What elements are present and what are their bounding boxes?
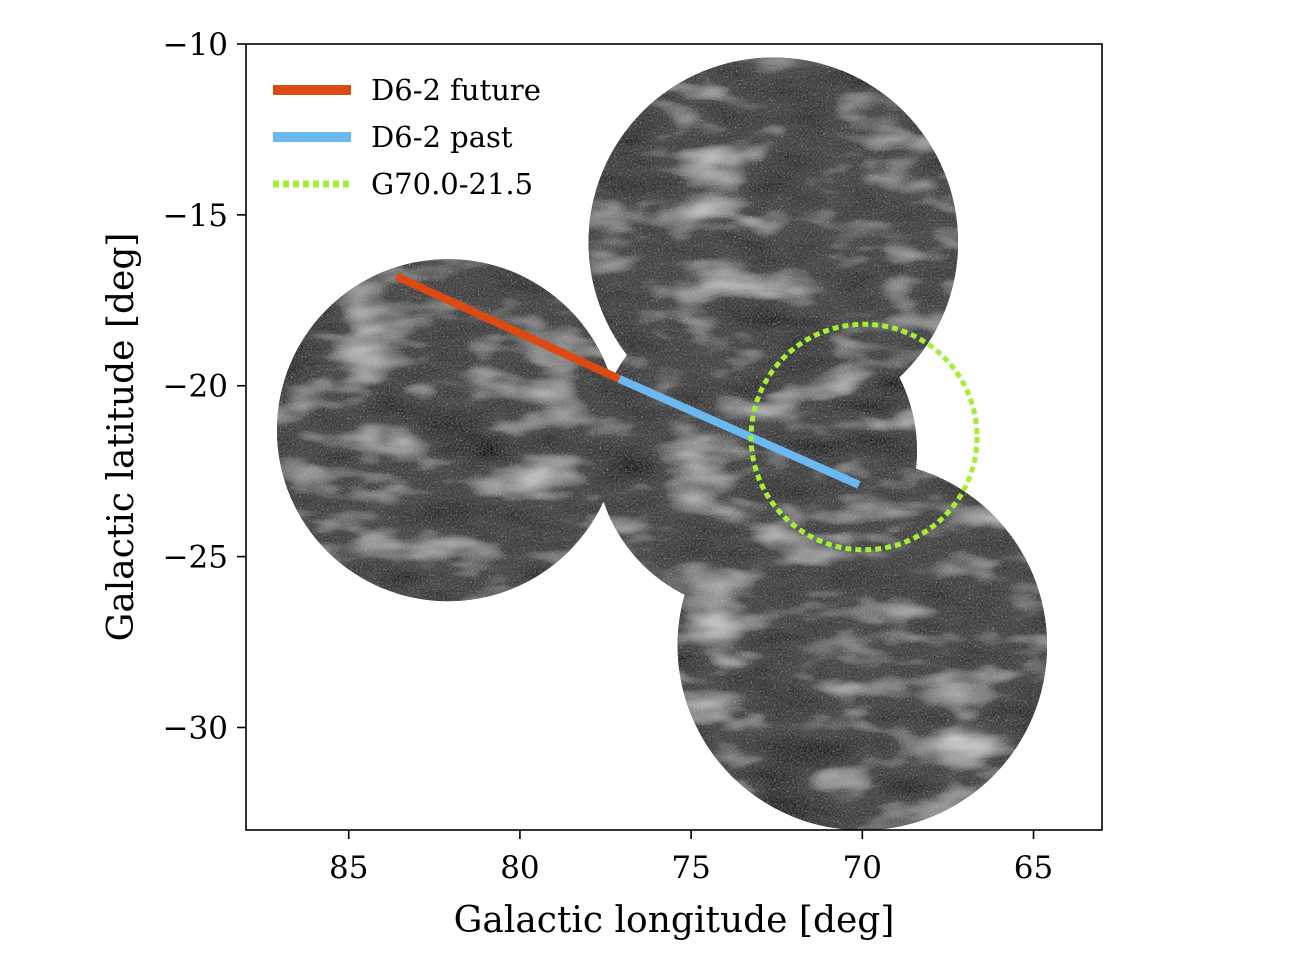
image-field-middle: [595, 289, 917, 612]
x-tick-label: 65: [1014, 850, 1053, 886]
image-field-south: [677, 460, 1048, 830]
series-ellipse-g70: [748, 321, 980, 553]
legend-label: G70.0-21.5: [371, 167, 533, 201]
y-tick-label: −20: [163, 369, 228, 405]
y-tick-label: −10: [163, 27, 228, 63]
x-tick-label: 80: [500, 850, 539, 886]
legend-label: D6-2 future: [371, 73, 541, 107]
image-field-west: [276, 259, 620, 602]
series-layer: [394, 272, 980, 553]
y-tick-label: −15: [163, 198, 228, 234]
y-tick-label: −25: [163, 540, 228, 576]
legend: D6-2 future D6-2 past G70.0-21.5: [273, 73, 541, 201]
y-axis-label: Galactic latitude [deg]: [101, 233, 142, 642]
y-tick-label: −30: [163, 710, 228, 746]
x-tick-label: 70: [843, 850, 882, 886]
y-axis: −10 −15 −20 −25 −30: [163, 27, 246, 746]
plot-frame: [245, 43, 1103, 831]
x-tick-label: 85: [329, 850, 368, 886]
x-axis: 85 80 75 70 65: [329, 830, 1053, 886]
series-line-d6-2-future: [394, 272, 621, 383]
x-axis-label: Galactic longitude [deg]: [454, 900, 895, 941]
legend-label: D6-2 past: [371, 120, 513, 154]
x-tick-label: 75: [671, 850, 710, 886]
series-line-d6-2-past: [617, 375, 861, 489]
image-fields: [276, 57, 1048, 830]
